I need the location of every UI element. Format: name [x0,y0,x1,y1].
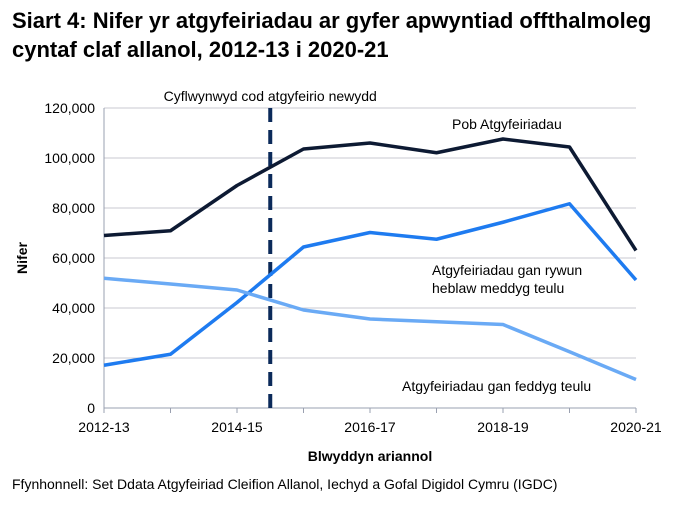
y-tick-label: 0 [87,400,95,416]
x-tick-label: 2016-17 [344,419,396,435]
series-label-1: Atgyfeiriadau gan rywun heblaw meddyg teu… [432,262,582,296]
chart-title: Siart 4: Nifer yr atgyfeiriadau ar gyfer… [12,8,652,62]
y-tick-label: 40,000 [52,300,95,316]
y-tick-label: 60,000 [52,250,95,266]
series-label-2: Atgyfeiriadau gan feddyg teulu [402,378,591,394]
x-tick-label: 2018-19 [477,419,529,435]
y-tick-label: 100,000 [44,150,95,166]
y-tick-label: 80,000 [52,200,95,216]
y-tick-label: 120,000 [44,100,95,116]
source-note: Ffynhonnell: Set Ddata Atgyfeiriad Cleif… [12,476,558,492]
series-label-0: Pob Atgyfeiriadau [452,116,562,132]
x-tick-label: 2012-13 [78,419,130,435]
y-tick-label: 20,000 [52,350,95,366]
x-tick-label: 2020-21 [610,419,662,435]
annotation-label: Cyflwynwyd cod atgyfeirio newydd [164,88,377,104]
x-tick-label: 2014-15 [211,419,263,435]
y-axis-label: Nifer [14,242,30,274]
x-axis-label: Blwyddyn ariannol [308,448,432,464]
